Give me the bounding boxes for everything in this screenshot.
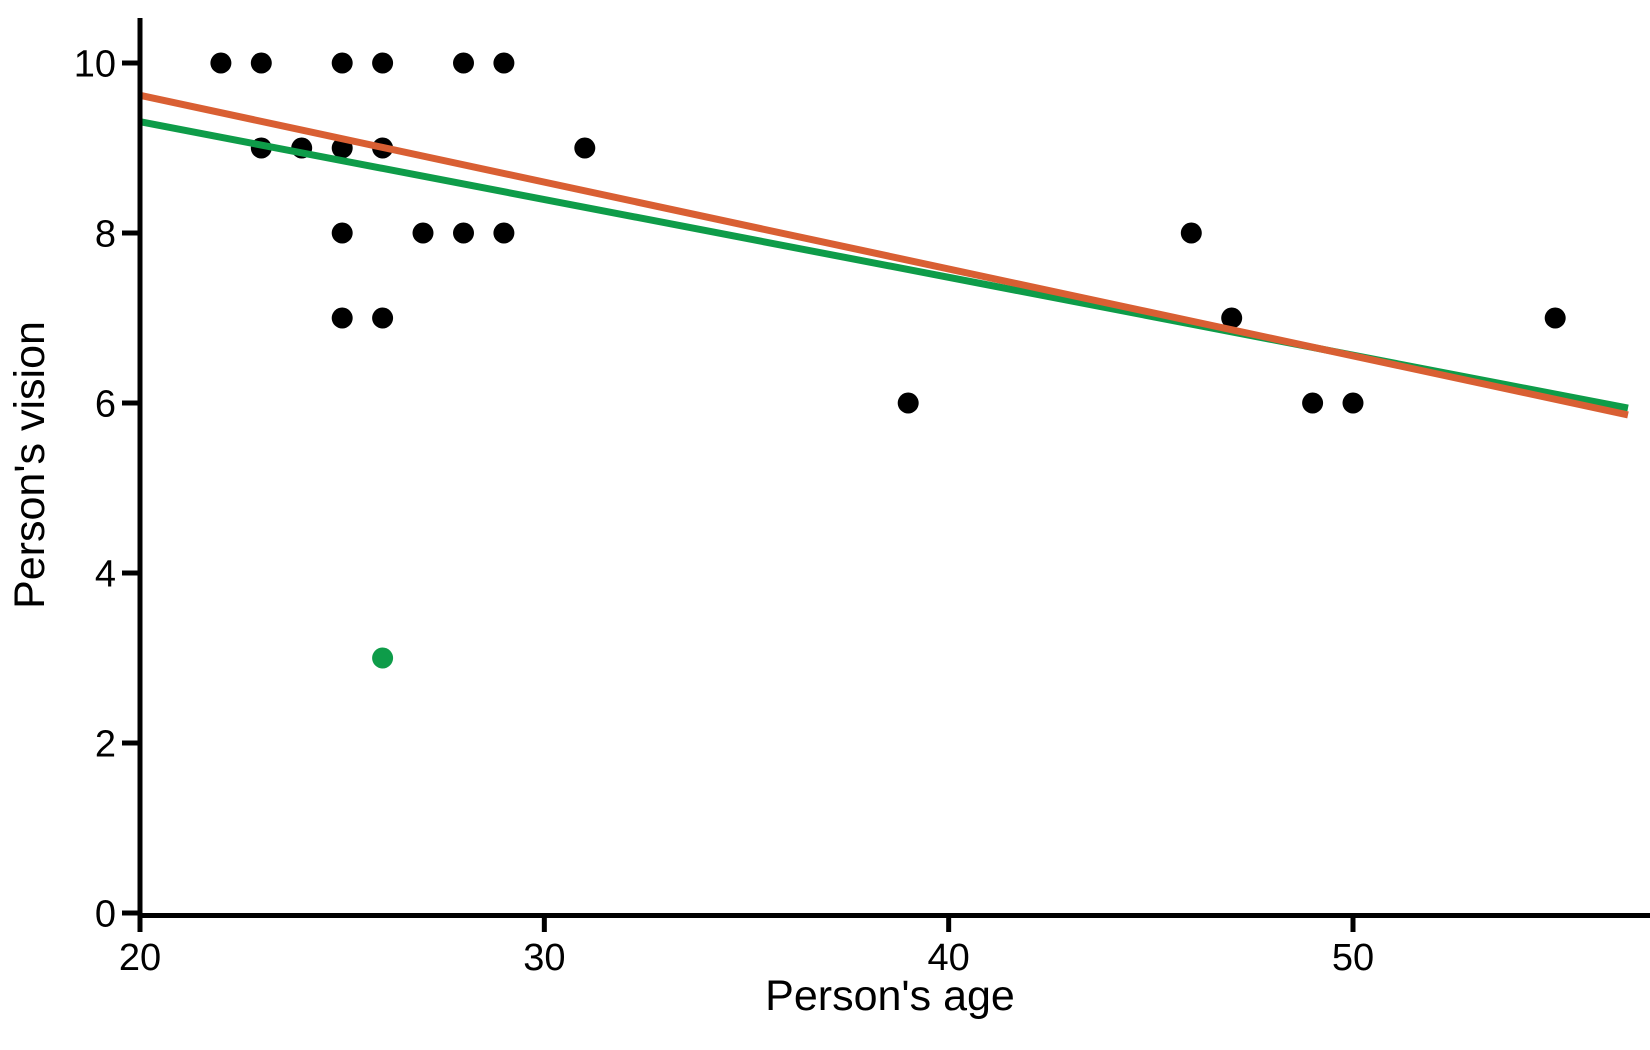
data-point <box>493 222 515 244</box>
data-point <box>331 52 353 74</box>
data-point <box>1221 307 1243 329</box>
data-point <box>372 52 394 74</box>
axes-layer: 20 30 40 50 0 2 4 6 8 10 <box>74 18 1650 979</box>
data-point <box>210 52 232 74</box>
x-tick-label: 50 <box>1332 937 1374 979</box>
data-point <box>574 137 596 159</box>
y-tick-label: 10 <box>74 44 116 86</box>
data-point <box>331 307 353 329</box>
data-point <box>897 392 919 414</box>
data-point <box>1342 392 1364 414</box>
data-point <box>331 222 353 244</box>
data-point <box>453 222 474 244</box>
y-tick-label: 6 <box>95 384 116 426</box>
regression-lines-layer <box>139 91 1629 419</box>
data-point <box>1302 392 1324 414</box>
data-point <box>1180 222 1202 244</box>
data-point <box>372 307 394 329</box>
x-tick-label: 20 <box>119 937 161 979</box>
data-point <box>493 52 515 74</box>
data-point <box>1544 307 1566 329</box>
data-point <box>412 222 434 244</box>
x-axis-title: Person's age <box>765 972 1015 1020</box>
data-point <box>453 52 474 74</box>
y-tick-label: 8 <box>95 214 116 256</box>
y-axis-title: Person's vision <box>6 321 54 609</box>
data-points-layer <box>210 52 1566 669</box>
data-point <box>250 52 272 74</box>
y-tick-label: 2 <box>95 724 116 766</box>
y-tick-label: 4 <box>95 554 116 596</box>
y-tick-label: 0 <box>95 894 116 936</box>
outlier-point <box>372 647 394 669</box>
x-tick-label: 30 <box>523 937 565 979</box>
regression-line-fit-excluding-outlier <box>139 91 1629 419</box>
x-tick-label: 40 <box>928 937 970 979</box>
